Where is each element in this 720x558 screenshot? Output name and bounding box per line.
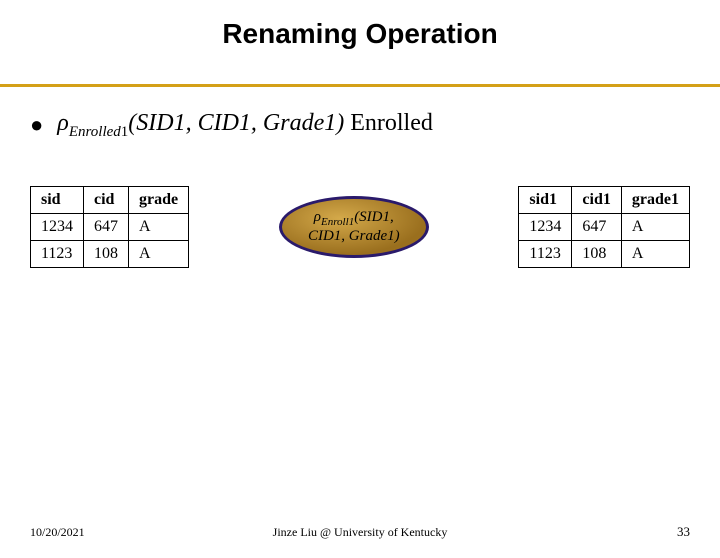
- rho-symbol: ρ: [57, 110, 69, 136]
- rho-symbol: ρ: [314, 209, 321, 225]
- table-header-row: sid1 cid1 grade1: [519, 187, 690, 214]
- cell: 1123: [31, 241, 84, 268]
- tables-row: sid cid grade 1234 647 A 1123 108 A ρEnr…: [30, 186, 690, 268]
- col-header: cid: [84, 187, 129, 214]
- formula-args: (SID1, CID1, Grade1): [128, 110, 344, 136]
- footer-page: 33: [677, 524, 690, 540]
- slide: Renaming Operation ● ρEnrolled1(SID1, CI…: [0, 18, 720, 558]
- col-header: sid1: [519, 187, 572, 214]
- cell: 647: [84, 214, 129, 241]
- table-header-row: sid cid grade: [31, 187, 189, 214]
- operator-line1: ρEnroll1(SID1,: [314, 209, 394, 228]
- table-row: 1234 647 A: [519, 214, 690, 241]
- cell: 1234: [31, 214, 84, 241]
- operator-line2: CID1, Grade1): [308, 228, 400, 245]
- cell: A: [129, 241, 189, 268]
- formula: ρEnrolled1(SID1, CID1, Grade1) Enrolled: [57, 110, 433, 141]
- right-table: sid1 cid1 grade1 1234 647 A 1123 108 A: [518, 186, 690, 268]
- col-header: sid: [31, 187, 84, 214]
- operator-ellipse: ρEnroll1(SID1, CID1, Grade1): [279, 196, 429, 258]
- op-line1-tail: (SID1,: [354, 209, 394, 225]
- slide-title: Renaming Operation: [0, 18, 720, 50]
- left-table: sid cid grade 1234 647 A 1123 108 A: [30, 186, 189, 268]
- cell: A: [621, 214, 689, 241]
- op-subscript-name: Enroll: [321, 216, 349, 228]
- table-row: 1234 647 A: [31, 214, 189, 241]
- cell: 1123: [519, 241, 572, 268]
- cell: 108: [572, 241, 621, 268]
- col-header: grade1: [621, 187, 689, 214]
- formula-row: ● ρEnrolled1(SID1, CID1, Grade1) Enrolle…: [30, 110, 433, 141]
- cell: 1234: [519, 214, 572, 241]
- cell: A: [621, 241, 689, 268]
- table-row: 1123 108 A: [31, 241, 189, 268]
- rho-subscript-name: Enrolled: [69, 124, 121, 140]
- title-underline: [0, 84, 720, 87]
- cell: 108: [84, 241, 129, 268]
- table-row: 1123 108 A: [519, 241, 690, 268]
- bullet-icon: ●: [30, 114, 43, 136]
- footer-center: Jinze Liu @ University of Kentucky: [0, 525, 720, 540]
- formula-tail: Enrolled: [344, 110, 433, 136]
- cell: 647: [572, 214, 621, 241]
- col-header: cid1: [572, 187, 621, 214]
- cell: A: [129, 214, 189, 241]
- col-header: grade: [129, 187, 189, 214]
